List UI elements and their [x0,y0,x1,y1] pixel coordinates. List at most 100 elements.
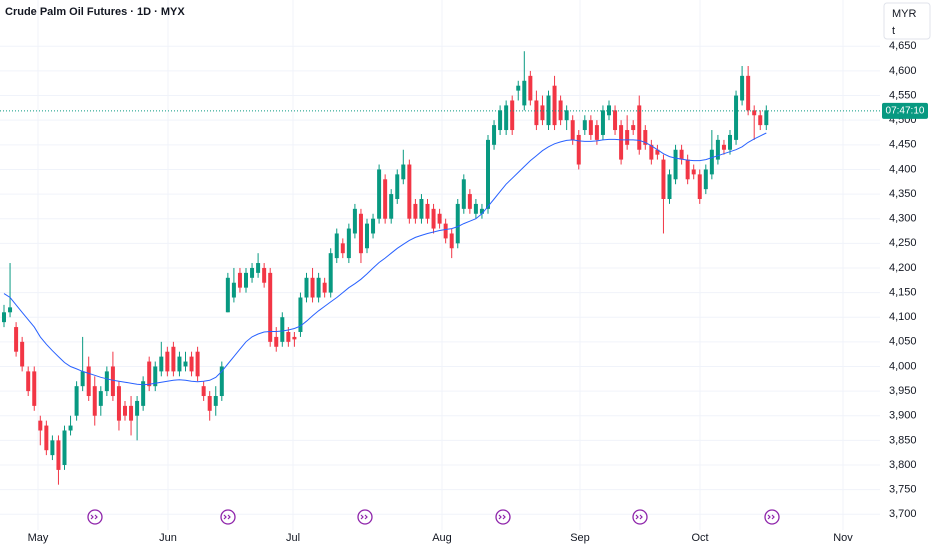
candle-body [455,203,460,244]
y-tick-label: 4,400 [889,163,917,175]
candle-body [56,440,61,470]
candle-body [510,100,515,131]
candle-body [401,164,406,180]
candle-body [352,208,357,234]
candle-body [504,105,509,131]
candle-body [516,85,521,91]
candle-body [68,425,73,431]
candle-body [256,263,261,273]
x-tick-label: May [28,532,49,544]
candle-body [2,312,6,323]
candle-body [262,267,267,283]
candle-body [110,366,115,397]
candle-body [625,130,630,145]
candle-body [740,75,745,101]
candle-body [691,169,696,175]
candle-body [189,356,194,372]
candle-body [467,194,472,209]
candle-body [322,282,327,293]
y-tick-label: 4,150 [889,286,917,298]
candle-body [764,110,769,126]
candle-body [546,95,551,126]
candle-body [38,420,43,431]
candle-body [86,366,91,397]
candle-body [449,233,454,249]
x-tick-label: Nov [833,532,853,544]
candle-body [98,391,103,406]
currency-box[interactable] [883,2,931,40]
candle-body [14,327,19,352]
candle-body [32,371,37,406]
candle-body [389,194,394,219]
candle-body [159,356,164,372]
y-tick-label: 3,900 [889,410,917,422]
x-tick-label: Aug [432,532,452,544]
candle-body [752,110,757,116]
candle-body [431,208,436,229]
candle-body [734,95,739,140]
candle-body [50,440,55,456]
candle-body [655,149,660,155]
candle-body [570,120,575,140]
candle-body [443,223,448,239]
event-arrows [90,514,775,520]
candle-body [631,125,636,131]
candle-body [377,169,382,219]
candle-body [643,130,648,145]
candle-body [673,149,678,180]
price-axis-panel [880,0,932,550]
candle-body [129,405,134,421]
candle-body [225,277,230,313]
candle-body [183,361,188,367]
candle-body [135,400,140,416]
candle-body [613,110,618,131]
moving-average-line [3,132,767,386]
candle-body [250,267,255,278]
candle-body [8,307,13,313]
candle-body [637,105,642,150]
chart-title: Crude Palm Oil Futures · 1D · MYX [5,6,185,18]
x-tick-label: Oct [691,532,708,544]
candle-body [661,159,666,199]
currency: MYR [892,8,917,20]
price-axis: 3,700 3,750 3,800 3,850 3,900 3,950 4,000 4,050… [889,40,917,520]
candle-body [709,149,714,175]
y-tick-label: 4,050 [889,336,917,348]
candle-body [383,179,388,219]
candle-body [310,277,315,298]
candle-body [340,243,345,254]
candle-body [280,317,285,342]
candle-body [479,208,484,214]
candle-body [395,174,400,199]
y-tick-label: 4,350 [889,188,917,200]
candle-body [207,396,212,411]
candle-body [522,80,527,106]
candle-body [649,144,654,160]
candle-body [286,331,291,342]
candle-body [116,386,121,421]
candle-body [213,396,218,406]
y-tick-label: 4,650 [889,40,917,52]
candle-body [413,203,418,219]
candle-body [334,233,339,259]
candle-body [304,277,309,298]
candle-body [20,341,25,367]
candle-body [141,381,146,406]
y-tick-label: 4,000 [889,360,917,372]
candle-body [171,346,176,372]
plot [0,51,880,485]
candle-body [74,386,79,416]
candle-body [237,272,242,288]
candle-body [715,139,720,160]
y-tick-label: 3,700 [889,508,917,520]
candle-body [594,125,599,140]
y-tick-label: 4,450 [889,139,917,151]
countdown-box [882,102,928,119]
candle-body [201,386,206,397]
candle-body [123,405,127,416]
candle-body [365,223,369,249]
candle-body [703,169,708,190]
candle-body [231,282,236,298]
y-tick-label: 3,750 [889,484,917,496]
